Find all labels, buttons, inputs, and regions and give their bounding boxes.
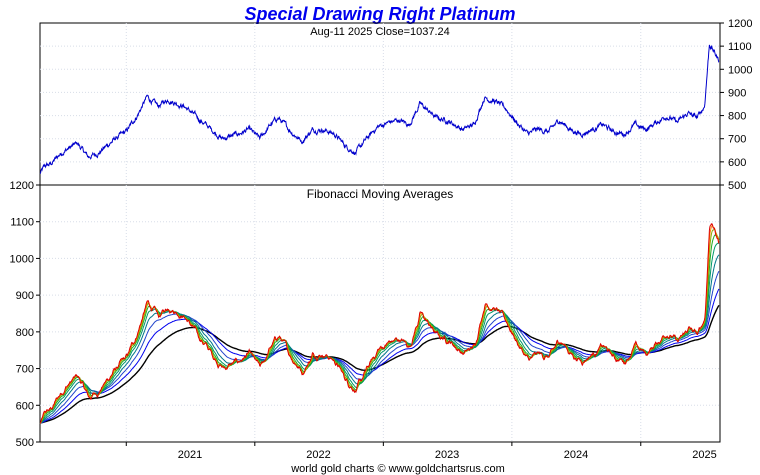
top-y-tick-label: 700 bbox=[728, 134, 746, 146]
ma-series-line bbox=[39, 222, 720, 424]
bottom-y-tick-label: 600 bbox=[16, 400, 34, 412]
top-y-tick-label: 800 bbox=[728, 111, 746, 123]
bottom-y-tick-label: 700 bbox=[16, 364, 34, 376]
chart-subtitle: Aug-11 2025 Close=1037.24 bbox=[310, 26, 450, 38]
x-axis-ticks: 2021 2022 2023 2024 2025 bbox=[125, 442, 717, 461]
top-y-tick-label: 900 bbox=[728, 87, 746, 99]
ma-series-line bbox=[39, 271, 720, 424]
bottom-panel-grid bbox=[40, 185, 720, 442]
x-tick-label: 2021 bbox=[178, 449, 202, 461]
chart-title: Special Drawing Right Platinum bbox=[244, 4, 515, 24]
ma-series-line bbox=[39, 234, 720, 424]
bottom-y-tick-label: 900 bbox=[16, 290, 34, 302]
ma-series-line bbox=[39, 242, 719, 424]
top-y-axis-ticks: 500 600 700 800 900 1000 1100 1200 bbox=[720, 18, 752, 192]
top-panel-grid bbox=[40, 23, 720, 185]
ma-series-line bbox=[39, 254, 720, 424]
bottom-y-tick-label: 1000 bbox=[10, 253, 34, 265]
price-series-line bbox=[39, 44, 720, 175]
bottom-y-tick-label: 500 bbox=[16, 437, 34, 449]
bottom-y-axis-ticks: 500 600 700 800 900 1000 1100 1200 bbox=[10, 180, 40, 449]
top-price-series bbox=[39, 44, 720, 175]
top-panel-frame bbox=[39, 22, 721, 186]
bottom-panel-title: Fibonacci Moving Averages bbox=[307, 187, 454, 201]
x-tick-label: 2022 bbox=[306, 449, 330, 461]
top-y-tick-label: 1000 bbox=[728, 64, 752, 76]
bottom-y-tick-label: 1200 bbox=[10, 180, 34, 192]
bottom-panel-frame bbox=[39, 184, 721, 443]
bottom-y-tick-label: 800 bbox=[16, 327, 34, 339]
x-tick-label: 2024 bbox=[564, 449, 588, 461]
x-tick-label: 2023 bbox=[435, 449, 459, 461]
top-y-tick-label: 500 bbox=[728, 180, 746, 192]
top-y-tick-label: 1100 bbox=[728, 41, 752, 53]
footer-credit: world gold charts © www.goldchartsrus.co… bbox=[290, 463, 505, 475]
bottom-y-tick-label: 1100 bbox=[10, 217, 34, 229]
top-y-tick-label: 600 bbox=[728, 157, 746, 169]
bottom-ma-series bbox=[39, 222, 720, 424]
x-tick-label: 2025 bbox=[692, 449, 716, 461]
top-y-tick-label: 1200 bbox=[728, 18, 752, 30]
